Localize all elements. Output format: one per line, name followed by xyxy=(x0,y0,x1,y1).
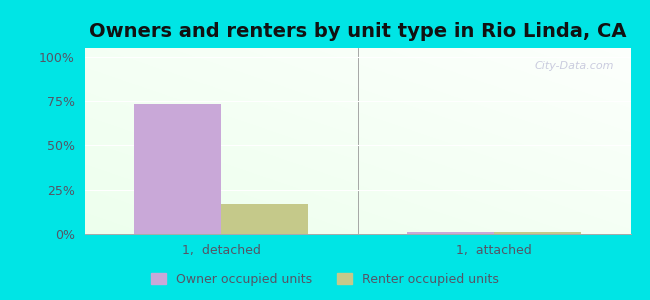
Title: Owners and renters by unit type in Rio Linda, CA: Owners and renters by unit type in Rio L… xyxy=(89,22,626,41)
Text: City-Data.com: City-Data.com xyxy=(534,61,614,71)
Bar xyxy=(221,204,308,234)
Bar xyxy=(407,232,494,234)
Bar xyxy=(134,104,221,234)
Bar xyxy=(494,232,581,234)
Legend: Owner occupied units, Renter occupied units: Owner occupied units, Renter occupied un… xyxy=(146,268,504,291)
